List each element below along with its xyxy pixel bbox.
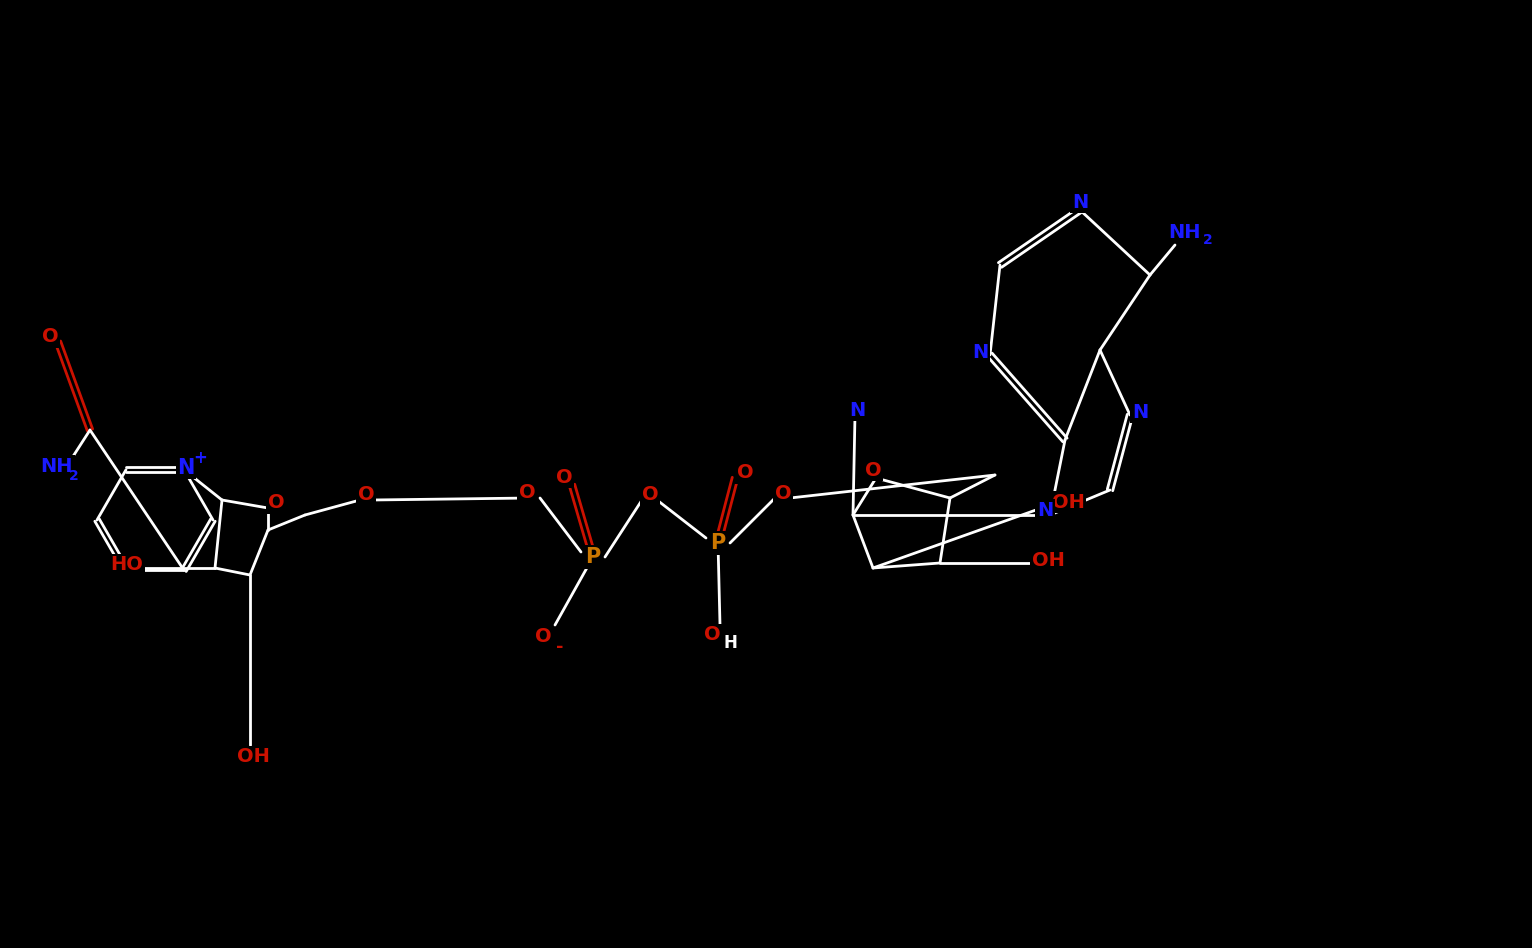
Text: N: N — [1132, 403, 1147, 422]
Text: OH: OH — [1031, 551, 1065, 570]
Text: NH: NH — [41, 457, 74, 476]
Text: -: - — [556, 638, 564, 656]
Text: N: N — [1072, 192, 1088, 211]
Text: O: O — [41, 327, 58, 347]
Text: N: N — [1037, 501, 1052, 520]
Text: O: O — [556, 467, 573, 486]
Text: NH: NH — [1169, 223, 1201, 242]
Text: HO: HO — [110, 556, 144, 574]
Text: P: P — [585, 547, 601, 567]
Text: OH: OH — [1051, 493, 1085, 512]
Text: O: O — [642, 485, 659, 504]
Text: O: O — [519, 483, 535, 501]
Text: O: O — [775, 483, 792, 502]
Text: N: N — [971, 342, 988, 361]
Text: O: O — [357, 484, 374, 503]
Text: O: O — [703, 626, 720, 645]
Text: O: O — [737, 464, 754, 483]
Text: O: O — [864, 461, 881, 480]
Text: +: + — [193, 448, 207, 466]
Text: O: O — [268, 494, 285, 513]
Text: 2: 2 — [69, 469, 78, 483]
Text: H: H — [723, 634, 737, 652]
Text: N: N — [178, 458, 195, 478]
Text: 2: 2 — [1203, 233, 1213, 247]
Text: O: O — [535, 628, 552, 647]
Text: N: N — [849, 400, 866, 420]
Text: OH: OH — [236, 748, 270, 767]
Text: P: P — [711, 533, 726, 553]
